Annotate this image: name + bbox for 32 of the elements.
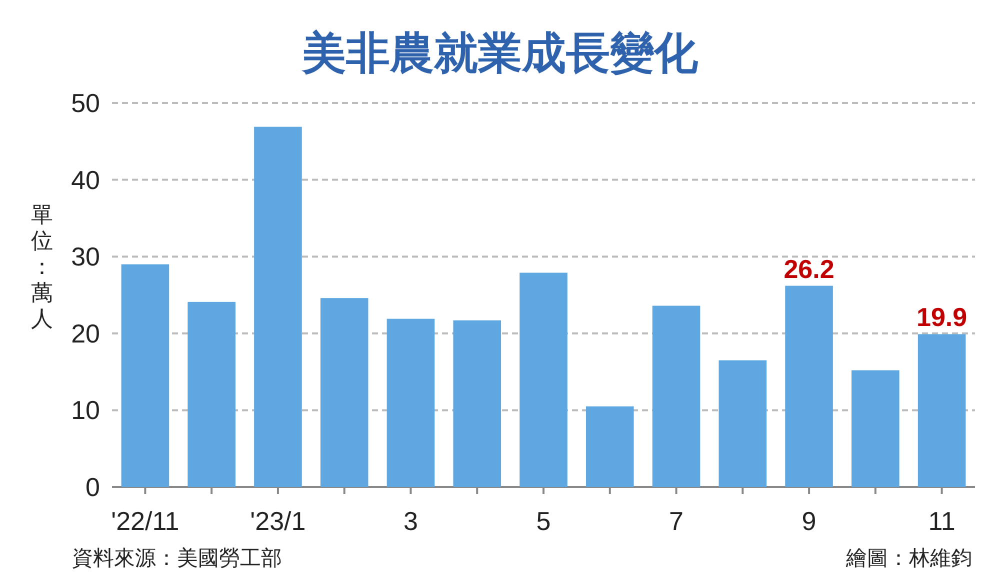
bar [254, 126, 302, 487]
x-tick-label: 7 [669, 506, 684, 536]
x-tick-label: 11 [928, 506, 956, 536]
y-tick-label: 40 [71, 164, 100, 195]
y-tick-label: 50 [71, 88, 100, 118]
bar [652, 306, 700, 487]
y-tick-label: 0 [86, 472, 100, 502]
chart-title: 美非農就業成長變化 [301, 29, 699, 78]
x-tick-label: 5 [536, 506, 551, 536]
bar [453, 320, 502, 487]
source-note: 資料來源：美國勞工部 [72, 547, 282, 570]
y-tick-label: 30 [71, 242, 100, 272]
bar [852, 370, 900, 487]
x-tick-label: '23/1 [250, 506, 306, 536]
y-tick-label: 20 [71, 318, 100, 348]
bar [188, 302, 236, 487]
bar [386, 318, 435, 487]
y-tick-label: 10 [71, 395, 100, 426]
data-label: 26.2 [784, 254, 834, 284]
bar [918, 334, 966, 487]
data-label: 19.9 [916, 302, 968, 332]
x-tick-label: 3 [403, 506, 418, 536]
bar [320, 298, 368, 487]
y-axis-title: 單位：萬人 [31, 202, 53, 331]
bar [785, 286, 833, 487]
bar [586, 406, 634, 487]
x-tick-label: 9 [802, 506, 816, 536]
bar [520, 272, 568, 487]
bar [718, 360, 767, 487]
text: 繪圖：林維鈞 [845, 547, 972, 570]
bar [121, 264, 170, 487]
x-tick-label: '22/11 [111, 506, 180, 536]
